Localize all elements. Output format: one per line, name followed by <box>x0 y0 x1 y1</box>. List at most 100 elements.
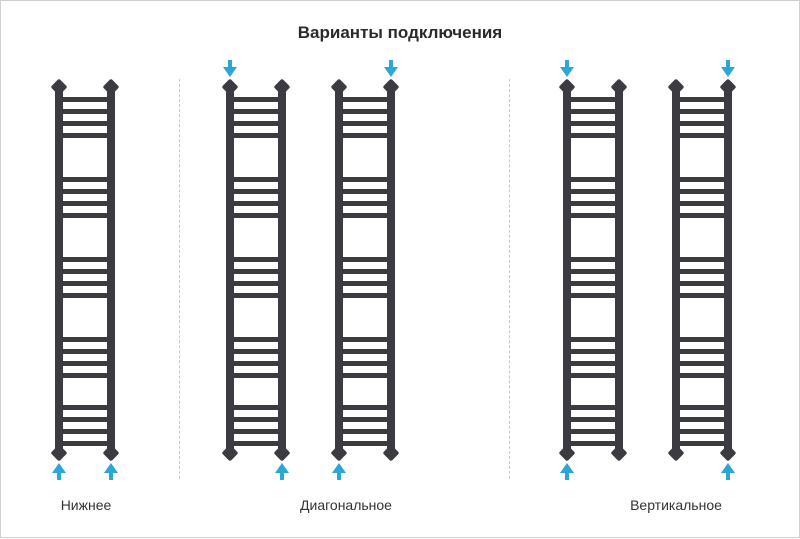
flow-arrow-down <box>384 67 398 77</box>
rung <box>567 133 619 138</box>
connector-bulb <box>51 79 68 96</box>
connector-bulb <box>274 79 291 96</box>
rung <box>567 201 619 206</box>
rung <box>59 189 111 194</box>
group-separator <box>179 79 180 479</box>
rung <box>567 189 619 194</box>
rung <box>59 97 111 102</box>
connector-bulb <box>222 79 239 96</box>
connector-bulb <box>720 79 737 96</box>
rung <box>567 405 619 410</box>
rung <box>59 417 111 422</box>
flow-arrow-up <box>275 463 289 473</box>
rung <box>230 349 282 354</box>
flow-arrow-up <box>52 463 66 473</box>
rung <box>339 97 391 102</box>
connector-bulb <box>668 445 685 462</box>
rung <box>59 269 111 274</box>
rung <box>567 361 619 366</box>
rung <box>567 441 619 446</box>
rung <box>339 121 391 126</box>
rung <box>230 429 282 434</box>
rung <box>59 177 111 182</box>
radiator <box>226 85 286 455</box>
rung <box>230 201 282 206</box>
rung <box>59 337 111 342</box>
rung <box>567 269 619 274</box>
rung <box>339 349 391 354</box>
rung <box>339 337 391 342</box>
rung <box>676 405 728 410</box>
connector-bulb <box>668 79 685 96</box>
rung <box>676 417 728 422</box>
rung <box>230 121 282 126</box>
rung <box>339 213 391 218</box>
rung <box>339 361 391 366</box>
flow-arrow-up <box>560 463 574 473</box>
connector-bulb <box>51 445 68 462</box>
rung <box>567 177 619 182</box>
group-separator <box>509 79 510 479</box>
rung <box>230 281 282 286</box>
rung <box>676 373 728 378</box>
rung <box>59 361 111 366</box>
rung <box>230 213 282 218</box>
rung <box>59 405 111 410</box>
rung <box>59 201 111 206</box>
rung <box>339 417 391 422</box>
radiator <box>563 85 623 455</box>
rung <box>59 109 111 114</box>
rung <box>230 133 282 138</box>
rung <box>339 269 391 274</box>
rung <box>339 189 391 194</box>
page-title: Варианты подключения <box>1 1 799 43</box>
rung <box>567 337 619 342</box>
rung <box>59 213 111 218</box>
connector-bulb <box>383 445 400 462</box>
connector-bulb <box>103 445 120 462</box>
rung <box>676 429 728 434</box>
rung <box>339 177 391 182</box>
rung <box>567 349 619 354</box>
rung <box>567 213 619 218</box>
rung <box>230 109 282 114</box>
flow-arrow-up <box>104 463 118 473</box>
rung <box>676 201 728 206</box>
variant-label: Вертикальное <box>581 497 771 513</box>
rung <box>676 177 728 182</box>
connector-bulb <box>331 79 348 96</box>
rung <box>567 109 619 114</box>
rung <box>59 281 111 286</box>
rung <box>59 373 111 378</box>
rung <box>339 405 391 410</box>
rung <box>230 405 282 410</box>
rung <box>59 121 111 126</box>
connector-bulb <box>559 79 576 96</box>
rung <box>567 429 619 434</box>
rung <box>676 109 728 114</box>
flow-arrow-up <box>332 463 346 473</box>
rung <box>676 213 728 218</box>
rung <box>230 97 282 102</box>
rung <box>676 441 728 446</box>
connector-bulb <box>274 445 291 462</box>
connector-bulb <box>103 79 120 96</box>
rung <box>339 429 391 434</box>
rung <box>230 177 282 182</box>
rung <box>230 257 282 262</box>
rung <box>676 269 728 274</box>
rung <box>59 257 111 262</box>
rung <box>339 373 391 378</box>
connector-bulb <box>720 445 737 462</box>
rung <box>676 97 728 102</box>
rung <box>567 293 619 298</box>
rung <box>676 189 728 194</box>
flow-arrow-down <box>560 67 574 77</box>
connector-bulb <box>383 79 400 96</box>
rung <box>59 293 111 298</box>
rung <box>230 361 282 366</box>
connector-bulb <box>222 445 239 462</box>
rung <box>339 257 391 262</box>
rung <box>567 97 619 102</box>
rung <box>230 337 282 342</box>
